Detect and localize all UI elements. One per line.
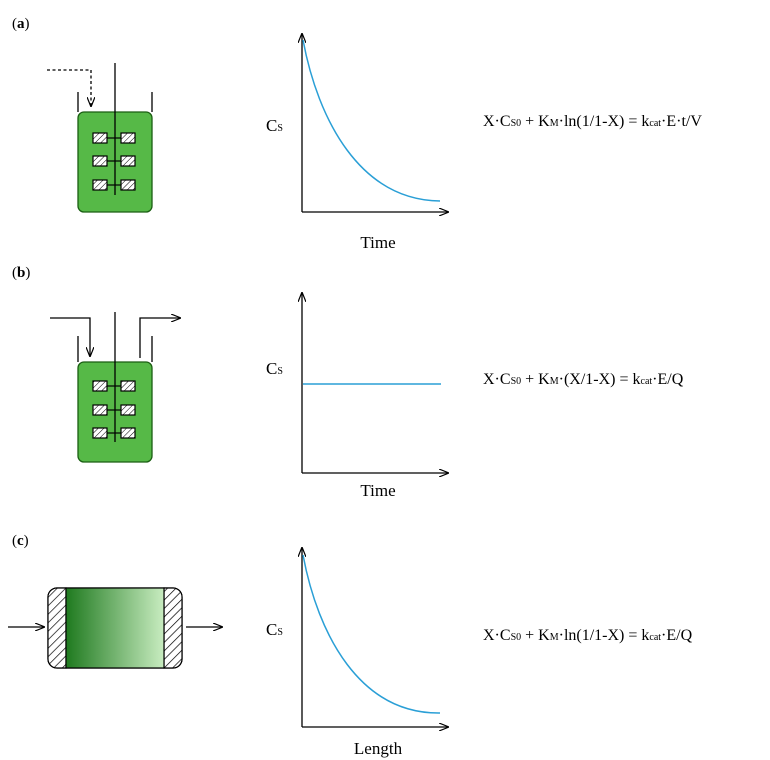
x-axis-label: Time <box>360 233 395 252</box>
panel-label-a: (a) <box>12 16 30 32</box>
packed-bed-reactor <box>8 587 222 669</box>
hatched-end-cap-icon <box>47 587 183 669</box>
enzyme-bead-icon <box>92 380 136 439</box>
packed-bed-gradient <box>65 587 165 669</box>
y-axis-label: CS <box>266 620 283 639</box>
plot-c: CS Length <box>266 548 448 758</box>
panel-label-c: (c) <box>12 533 29 549</box>
y-axis-label: CS <box>266 116 283 135</box>
enzyme-bead-icon <box>92 132 136 191</box>
y-axis-label: CS <box>266 359 283 378</box>
vessel-walls <box>77 336 153 362</box>
panel-c: (c) CS Length X·CS0 + KM·ln(1/1-X) = kca… <box>8 533 693 758</box>
outlet-arrow-icon <box>139 318 180 358</box>
panel-a: (a) <box>12 16 702 252</box>
panel-label-b: (b) <box>12 265 30 281</box>
cstr-reactor <box>50 312 180 463</box>
concentration-curve <box>302 39 441 202</box>
plot-a: CS Time <box>266 34 448 252</box>
equation-b: X·CS0 + KM·(X/1-X) = kcat·E/Q <box>483 371 684 388</box>
equation-c: X·CS0 + KM·ln(1/1-X) = kcat·E/Q <box>483 627 693 644</box>
x-axis-label: Time <box>360 481 395 500</box>
plot-b: CS Time <box>266 293 448 500</box>
concentration-curve <box>302 554 441 714</box>
panel-b: (b) <box>12 265 684 500</box>
batch-reactor <box>47 63 153 213</box>
x-axis-label: Length <box>354 739 403 758</box>
equation-a: X·CS0 + KM·ln(1/1-X) = kcat·E·t/V <box>483 113 702 130</box>
vessel-walls <box>77 92 153 112</box>
feed-arrow-icon <box>47 69 91 106</box>
feed-arrow-icon <box>50 317 90 356</box>
